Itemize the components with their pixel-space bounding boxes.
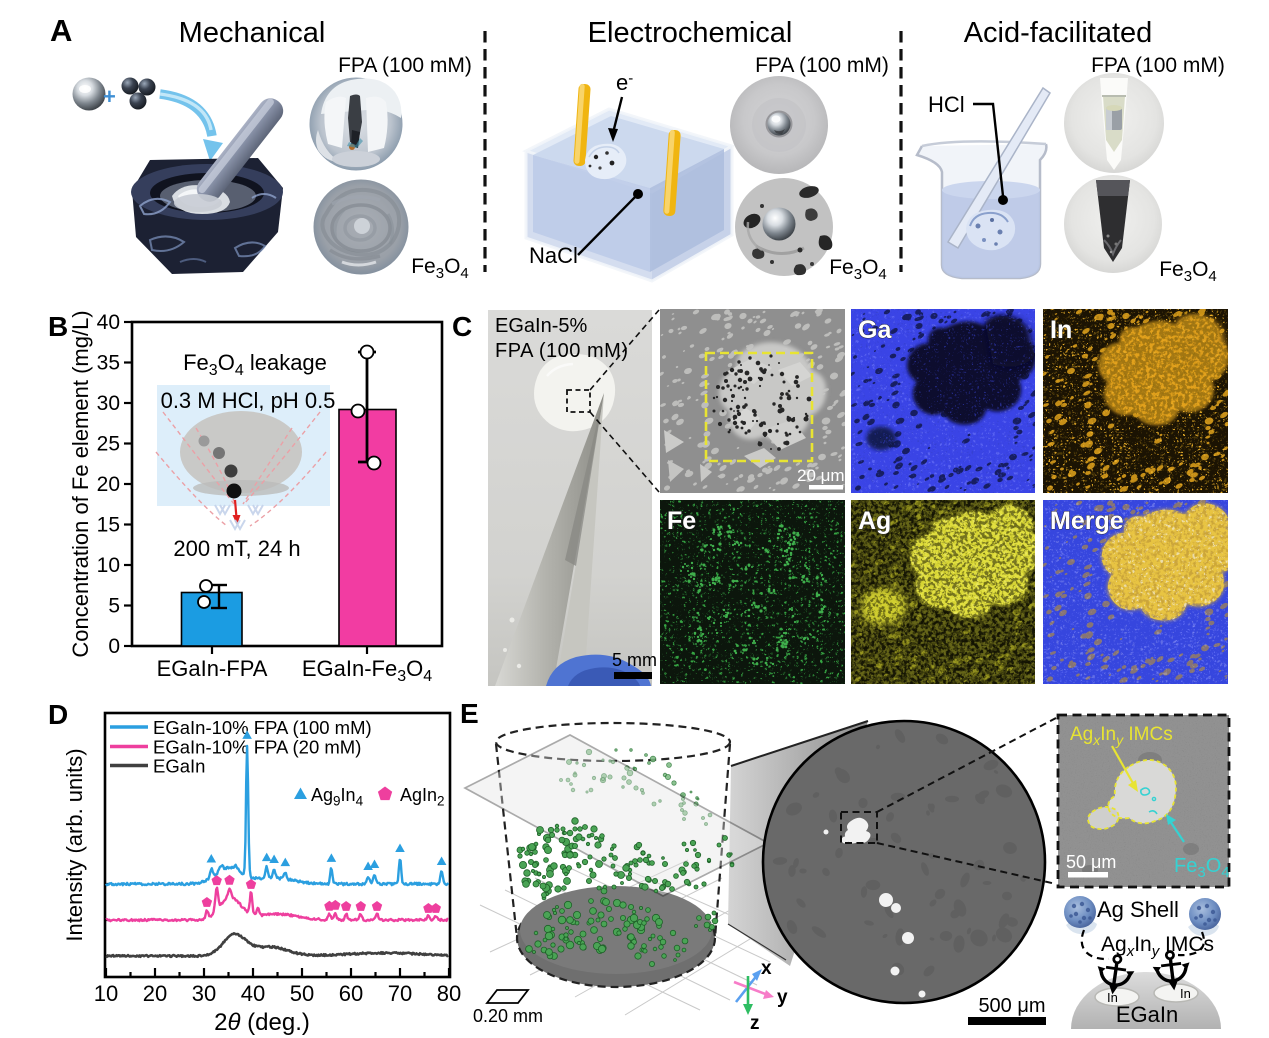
- svg-text:Fe3O4: Fe3O4: [1174, 855, 1230, 881]
- svg-text:200 mT, 24 h: 200 mT, 24 h: [173, 536, 300, 561]
- svg-text:5: 5: [108, 595, 120, 618]
- svg-text:15: 15: [97, 514, 120, 537]
- svg-text:In: In: [1180, 986, 1191, 1001]
- svg-text:Merge: Merge: [1050, 507, 1124, 535]
- svg-text:HCl: HCl: [928, 92, 965, 117]
- svg-text:A: A: [50, 13, 72, 48]
- svg-text:80: 80: [437, 981, 461, 1006]
- svg-text:EGaIn-FPA: EGaIn-FPA: [157, 656, 268, 681]
- svg-text:35: 35: [97, 352, 120, 375]
- svg-text:E: E: [460, 698, 479, 729]
- svg-text:20 μm: 20 μm: [797, 466, 845, 485]
- svg-text:Fe: Fe: [667, 507, 696, 535]
- svg-text:Ag Shell: Ag Shell: [1097, 897, 1179, 922]
- svg-text:In: In: [1107, 990, 1118, 1005]
- svg-text:40: 40: [241, 981, 265, 1006]
- svg-text:y: y: [777, 987, 788, 1008]
- svg-text:EGaIn-5%: EGaIn-5%: [495, 315, 587, 337]
- svg-text:70: 70: [388, 981, 412, 1006]
- svg-text:0.3 M HCl, pH 0.5: 0.3 M HCl, pH 0.5: [161, 388, 336, 413]
- svg-text:AgIn2: AgIn2: [400, 785, 445, 809]
- svg-text:20: 20: [97, 473, 120, 496]
- svg-text:D: D: [48, 699, 68, 730]
- svg-text:Fe3O4 leakage: Fe3O4 leakage: [183, 350, 327, 379]
- svg-text:Mechanical: Mechanical: [179, 17, 326, 49]
- svg-text:50 μm: 50 μm: [1066, 852, 1116, 872]
- svg-text:EGaIn: EGaIn: [153, 756, 205, 777]
- svg-text:EGaIn-10% FPA (20 mM): EGaIn-10% FPA (20 mM): [153, 737, 361, 758]
- svg-text:10: 10: [97, 554, 120, 577]
- svg-text:40: 40: [97, 311, 120, 334]
- svg-text:In: In: [1050, 316, 1072, 344]
- svg-text:EGaIn: EGaIn: [1116, 1002, 1178, 1027]
- svg-text:Ag: Ag: [858, 507, 891, 535]
- svg-text:FPA (100 mM): FPA (100 mM): [338, 54, 472, 77]
- svg-text:20: 20: [143, 981, 167, 1006]
- svg-text:Fe3O4: Fe3O4: [411, 255, 469, 282]
- svg-text:Ag9In4: Ag9In4: [311, 785, 364, 809]
- svg-text:Ga: Ga: [858, 316, 892, 344]
- svg-text:B: B: [48, 311, 68, 342]
- svg-text:30: 30: [97, 392, 120, 415]
- svg-text:NaCl: NaCl: [529, 243, 578, 268]
- svg-text:FPA (100 mM): FPA (100 mM): [1091, 54, 1225, 77]
- svg-text:10: 10: [94, 981, 118, 1006]
- svg-text:Concentration of Fe element (m: Concentration of Fe element (mg/L): [68, 310, 93, 657]
- svg-text:e-: e-: [616, 70, 633, 95]
- svg-text:5 mm: 5 mm: [612, 650, 657, 670]
- svg-text:z: z: [750, 1013, 760, 1034]
- svg-text:Fe3O4: Fe3O4: [1159, 258, 1217, 285]
- svg-text:Electrochemical: Electrochemical: [588, 17, 793, 49]
- svg-text:Intensity (arb. units): Intensity (arb. units): [62, 748, 87, 941]
- svg-text:2θ (deg.): 2θ (deg.): [214, 1009, 310, 1036]
- svg-text:60: 60: [339, 981, 363, 1006]
- svg-text:50: 50: [290, 981, 314, 1006]
- svg-text:Fe3O4: Fe3O4: [829, 256, 887, 283]
- svg-text:FPA (100 mM): FPA (100 mM): [495, 340, 628, 362]
- svg-text:500 μm: 500 μm: [978, 995, 1045, 1017]
- svg-text:EGaIn-Fe3O4: EGaIn-Fe3O4: [302, 656, 432, 685]
- svg-text:25: 25: [97, 433, 120, 456]
- svg-text:FPA (100 mM): FPA (100 mM): [755, 54, 889, 77]
- svg-text:C: C: [452, 311, 472, 342]
- svg-text:EGaIn-10% FPA (100 mM): EGaIn-10% FPA (100 mM): [153, 717, 372, 738]
- svg-text:0.20 mm: 0.20 mm: [473, 1006, 543, 1026]
- svg-text:0: 0: [108, 635, 120, 658]
- svg-text:30: 30: [192, 981, 216, 1006]
- svg-text:+: +: [103, 84, 116, 109]
- svg-text:x: x: [761, 958, 772, 979]
- svg-text:Acid-facilitated: Acid-facilitated: [964, 17, 1153, 49]
